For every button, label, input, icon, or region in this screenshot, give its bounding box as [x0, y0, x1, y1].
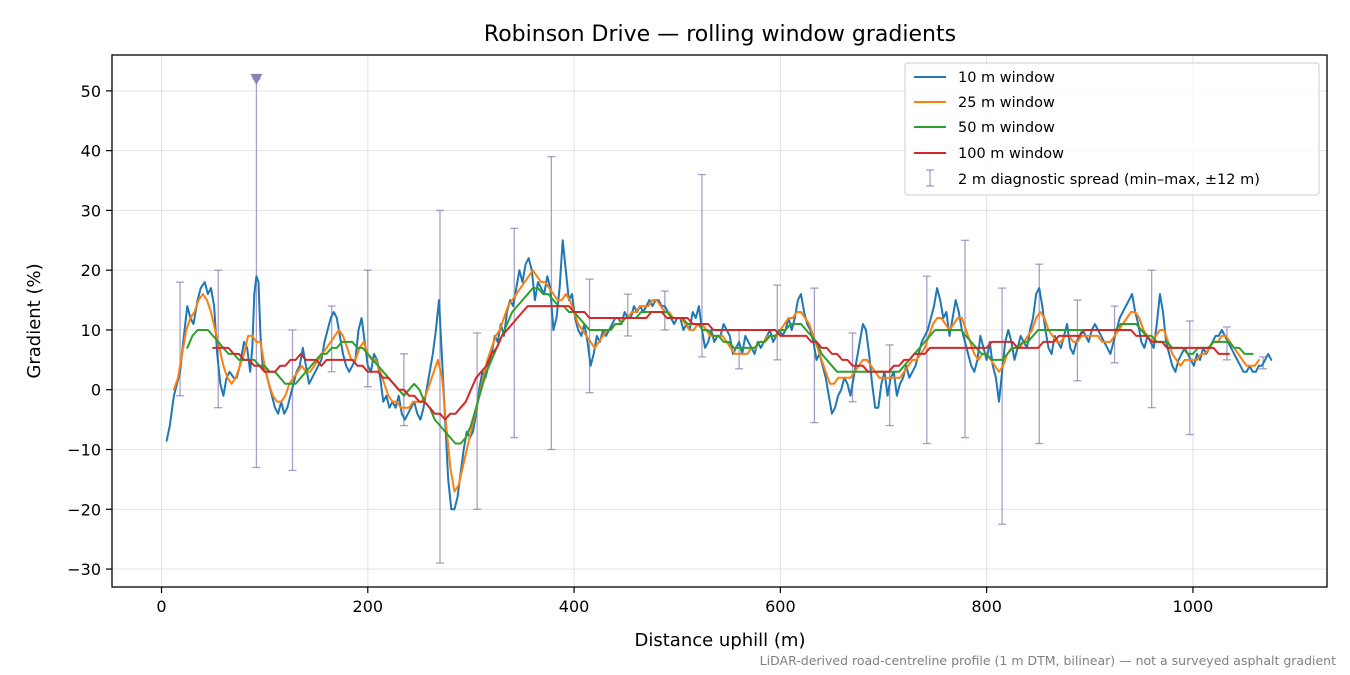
x-axis-label: Distance uphill (m) [635, 630, 806, 651]
legend-box [904, 62, 1320, 196]
series-layer [165, 239, 1273, 511]
footnote: LiDAR-derived road-centreline profile (1… [759, 653, 1336, 668]
x-tick-label: 1000 [1173, 597, 1214, 616]
y-tick-label: −10 [67, 441, 101, 460]
spread-errorbar [252, 78, 261, 469]
x-tick-label: 800 [971, 597, 1002, 616]
y-tick-label: 20 [81, 261, 101, 280]
legend-label-25m: 25 m window [958, 95, 1055, 111]
legend-label-10m: 10 m window [958, 70, 1055, 86]
spread-errorbar [1147, 269, 1156, 409]
series-line-0 [165, 239, 1273, 511]
y-tick-label: −20 [67, 500, 101, 519]
spread-errorbar [585, 278, 594, 394]
y-tick-label: 50 [81, 82, 101, 101]
y-tick-label: 0 [91, 381, 101, 400]
x-tick-label: 600 [765, 597, 796, 616]
legend-label-50m: 50 m window [958, 120, 1055, 136]
y-tick-label: 30 [81, 201, 101, 220]
y-tick-label: 10 [81, 321, 101, 340]
spread-errorbar [435, 209, 444, 564]
series-line-2 [186, 287, 1254, 445]
spread-errorbar [623, 293, 632, 337]
spread-errorbar [288, 329, 297, 472]
spread-errorbar [922, 275, 931, 445]
x-tick-label: 200 [353, 597, 384, 616]
legend: 10 m window 25 m window 50 m window 100 … [904, 62, 1320, 196]
spread-errorbar [1185, 320, 1194, 436]
clipped-max-marker [250, 73, 263, 85]
y-tick-label: −30 [67, 560, 101, 579]
legend-label-spread: 2 m diagnostic spread (min–max, ±12 m) [958, 172, 1260, 188]
legend-swatch-spread [926, 169, 934, 187]
spread-errorbar [214, 269, 223, 409]
series-line-1 [172, 269, 1260, 493]
spread-errorbar [998, 287, 1007, 525]
spread-errorbar [510, 227, 519, 439]
y-tick-label: 40 [81, 142, 101, 161]
x-tick-label: 400 [559, 597, 590, 616]
y-axis-label: Gradient (%) [24, 263, 45, 378]
spread-errorbar [773, 284, 782, 361]
x-tick-label: 0 [156, 597, 166, 616]
chart-title: Robinson Drive — rolling window gradient… [484, 22, 956, 47]
spread-errorbar [176, 281, 185, 397]
legend-label-100m: 100 m window [958, 146, 1064, 162]
series-line-3 [212, 305, 1230, 421]
plot-frame [111, 54, 1328, 588]
spread-errorbar [810, 287, 819, 424]
tick-layer: 0 200 400 600 800 1000 −30 −20 −10 0 10 20 30 40 50 [67, 82, 1213, 616]
spread-errorbar [473, 332, 482, 510]
spread-errorbar [848, 332, 857, 403]
